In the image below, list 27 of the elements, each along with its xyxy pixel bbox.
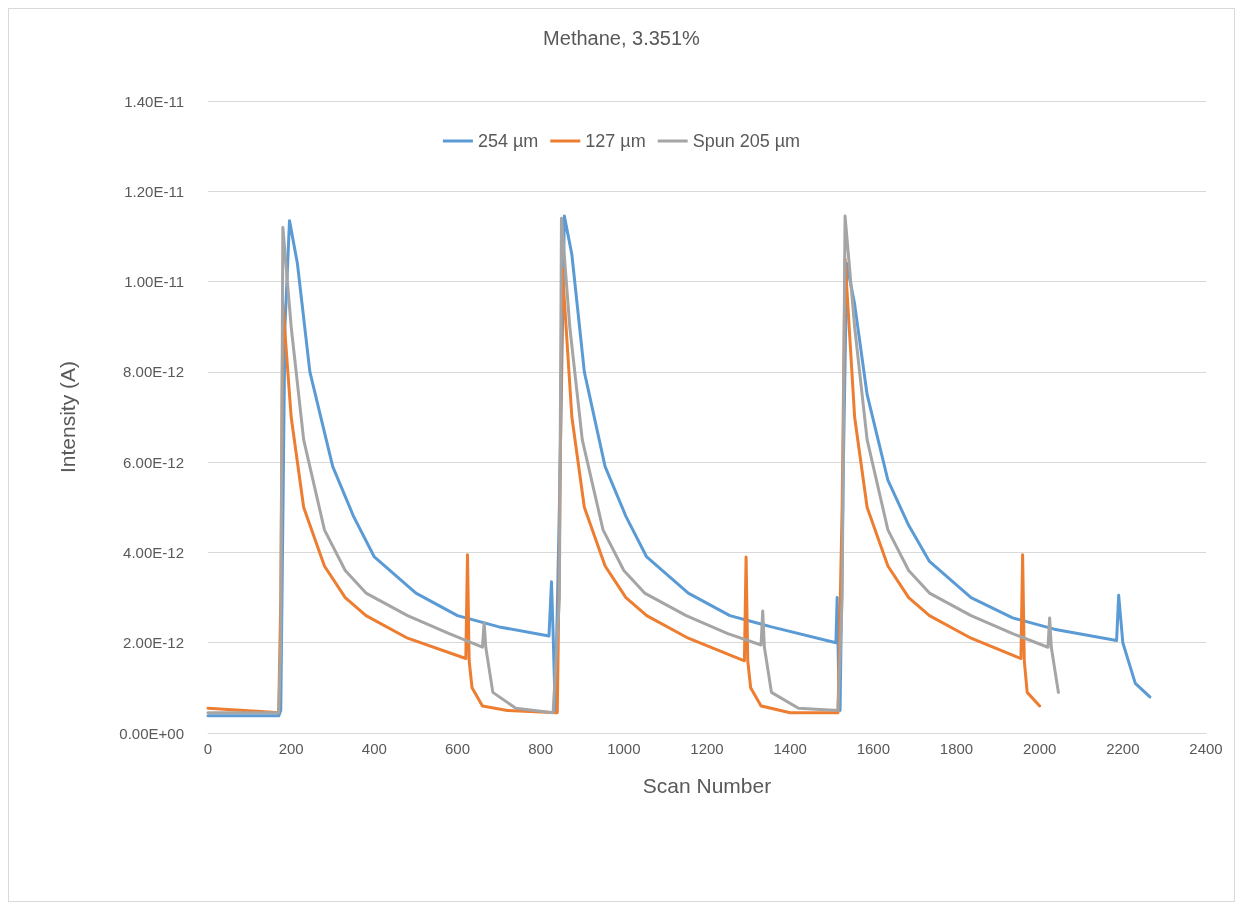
y-tick-label: 6.00E-12 [123, 453, 184, 471]
x-tick-label: 1600 [856, 740, 891, 757]
legend-label: 254 µm [477, 131, 539, 151]
y-tick-label: 1.20E-11 [124, 182, 184, 200]
x-tick-label: 600 [444, 740, 471, 757]
y-tick-label: 1.40E-11 [124, 92, 184, 110]
x-tick-label: 2000 [1022, 740, 1057, 757]
x-axis-title: Scan Number [642, 774, 772, 797]
x-tick-label: 800 [528, 740, 554, 757]
x-tick-label: 200 [278, 740, 304, 757]
y-tick-label: 8.00E-12 [123, 363, 184, 381]
x-tick-label: 2200 [1106, 740, 1140, 757]
y-tick-label: 1.00E-11 [124, 273, 184, 291]
x-tick-label: 1000 [607, 740, 641, 757]
x-tick-label: 1400 [773, 740, 807, 757]
y-tick-label: 4.00E-12 [123, 543, 184, 561]
x-tick-label: 1800 [939, 740, 974, 757]
legend-label: Spun 205 µm [692, 131, 801, 151]
chart-title: Methane, 3.351% [543, 27, 701, 49]
y-tick-label: 2.00E-12 [123, 634, 184, 652]
y-tick-label: 0.00E+00 [119, 724, 184, 742]
x-tick-label: 2400 [1189, 740, 1223, 757]
x-tick-label: 400 [361, 740, 387, 757]
y-axis-title: Intensity (A) [56, 360, 79, 474]
x-tick-label: 0 [203, 740, 213, 757]
legend-label: 127 µm [585, 131, 646, 151]
x-tick-label: 1200 [690, 740, 724, 757]
